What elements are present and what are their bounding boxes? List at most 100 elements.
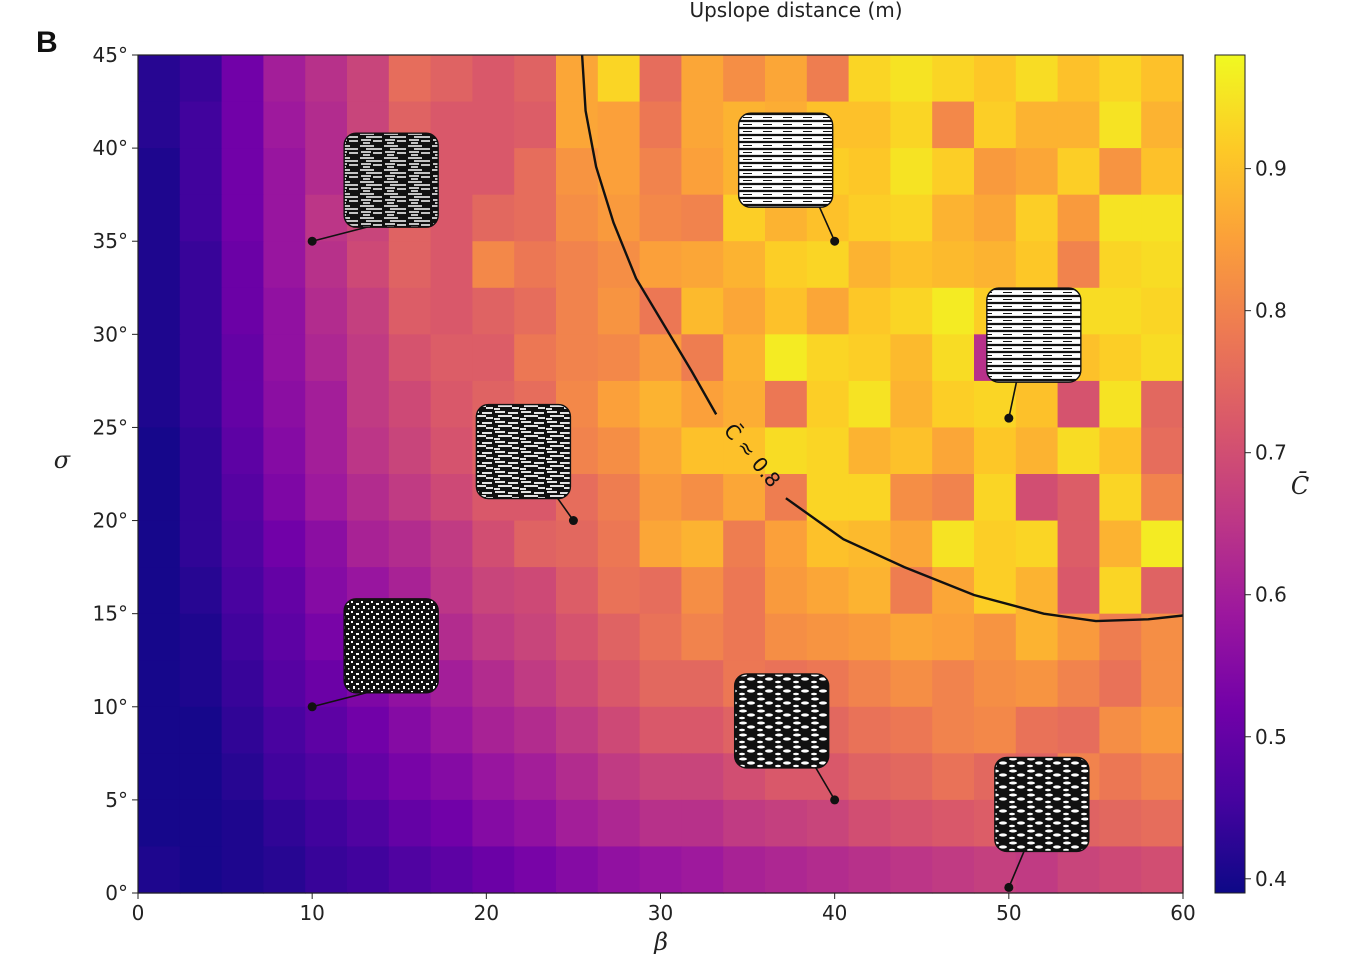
heatmap-cell (472, 846, 515, 894)
heatmap-cell (597, 148, 641, 196)
heatmap-cell (974, 194, 1017, 242)
y-tick-label: 10° (93, 695, 128, 719)
heatmap-cell (221, 194, 264, 242)
heatmap-cell (1057, 520, 1100, 568)
heatmap-cell (765, 55, 808, 103)
x-tick-label: 50 (996, 901, 1021, 925)
heatmap-cell (263, 241, 306, 289)
heatmap-cell (1057, 706, 1100, 754)
heatmap-cell (639, 101, 682, 149)
heatmap-cell (639, 846, 682, 894)
colorbar-tick-label: 0.9 (1255, 157, 1287, 181)
y-tick-label: 40° (93, 136, 128, 160)
heatmap-cell (556, 55, 599, 103)
heatmap-cell (1141, 148, 1184, 196)
heatmap-cell (472, 101, 515, 149)
heatmap-cell (1099, 55, 1142, 103)
heatmap-cell (179, 520, 223, 568)
heatmap-cell (138, 241, 181, 289)
heatmap-cell (514, 706, 557, 754)
heatmap-cell (806, 55, 850, 103)
heatmap-cell (305, 660, 348, 708)
heatmap-cell (347, 427, 390, 475)
heatmap-cell (1057, 101, 1100, 149)
heatmap-cell (723, 567, 766, 615)
heatmap-cell (305, 706, 348, 754)
heatmap-cell (305, 613, 348, 661)
heatmap-cell (347, 287, 390, 335)
heatmap-cell (221, 287, 264, 335)
heatmap-cell (723, 334, 766, 382)
heatmap-cell (138, 55, 181, 103)
heatmap-cell (430, 799, 473, 848)
heatmap-cell (765, 427, 808, 475)
colorbar-tick-label: 0.7 (1255, 441, 1287, 465)
heatmap-cell (514, 567, 557, 615)
y-tick-label: 15° (93, 602, 128, 626)
x-tick-label: 20 (474, 901, 499, 925)
y-tick-label: 0° (105, 881, 128, 905)
heatmap-cell (430, 427, 473, 475)
heatmap-cell (806, 613, 850, 661)
heatmap-cell (848, 380, 891, 429)
heatmap-cell (221, 520, 264, 568)
heatmap-cell (388, 706, 432, 754)
heatmap-cell (974, 474, 1017, 522)
heatmap-cell (932, 846, 975, 894)
heatmap-cell (597, 613, 641, 661)
heatmap-cell (848, 241, 891, 289)
colorbar-ticks: 0.4 0.5 0.6 0.7 0.8 0.9 (1245, 157, 1287, 891)
heatmap-cell (179, 380, 223, 429)
heatmap-cell (639, 613, 682, 661)
inset-anchor-point (830, 795, 840, 805)
heatmap-cell (681, 101, 724, 149)
heatmap-cell (472, 753, 515, 801)
heatmap-cell (138, 427, 181, 475)
heatmap-cell (1141, 194, 1184, 242)
texture-inset (986, 287, 1082, 423)
heatmap-cell (890, 753, 933, 801)
heatmap-cell (514, 613, 557, 661)
inset-anchor-point (307, 236, 317, 246)
heatmap-cell (179, 148, 223, 196)
heatmap-cell (263, 474, 306, 522)
texture-inset (994, 756, 1090, 892)
heatmap-cell (263, 148, 306, 196)
heatmap-cell (221, 567, 264, 615)
heatmap-cell (430, 753, 473, 801)
heatmap-cell (681, 613, 724, 661)
heatmap-cell (1141, 613, 1184, 661)
heatmap-cell (848, 846, 891, 894)
heatmap-cell (932, 474, 975, 522)
heatmap-cell (1141, 706, 1184, 754)
heatmap-cell (1141, 660, 1184, 708)
heatmap-cell (890, 846, 933, 894)
heatmap-cell (932, 287, 975, 335)
heatmap-cell (1015, 101, 1059, 149)
heatmap-cell (1057, 55, 1100, 103)
heatmap-cell (1099, 706, 1142, 754)
heatmap-cell (430, 706, 473, 754)
heatmap-cell (681, 380, 724, 429)
heatmap-cell (1057, 567, 1100, 615)
heatmap-cell (347, 334, 390, 382)
heatmap-cell (932, 520, 975, 568)
heatmap-cell (388, 427, 432, 475)
heatmap-cell (681, 846, 724, 894)
heatmap-cell (639, 799, 682, 848)
heatmap-cell (639, 706, 682, 754)
heatmap-cell (179, 101, 223, 149)
inset-texture-tile (737, 112, 834, 208)
heatmap-cell (138, 567, 181, 615)
heatmap-cell (932, 613, 975, 661)
heatmap-cell (388, 753, 432, 801)
heatmap-cell (430, 241, 473, 289)
heatmap-cell (932, 101, 975, 149)
heatmap-cell (263, 380, 306, 429)
heatmap-cell (765, 287, 808, 335)
heatmap-cell (1141, 474, 1184, 522)
heatmap-cell (388, 474, 432, 522)
heatmap-cell (681, 427, 724, 475)
heatmap-cell (221, 799, 264, 848)
heatmap-cell (347, 846, 390, 894)
